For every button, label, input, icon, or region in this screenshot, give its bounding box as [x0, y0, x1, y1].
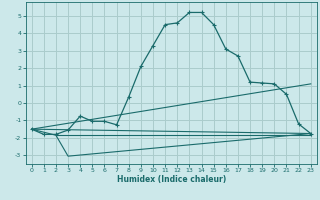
X-axis label: Humidex (Indice chaleur): Humidex (Indice chaleur)	[116, 175, 226, 184]
